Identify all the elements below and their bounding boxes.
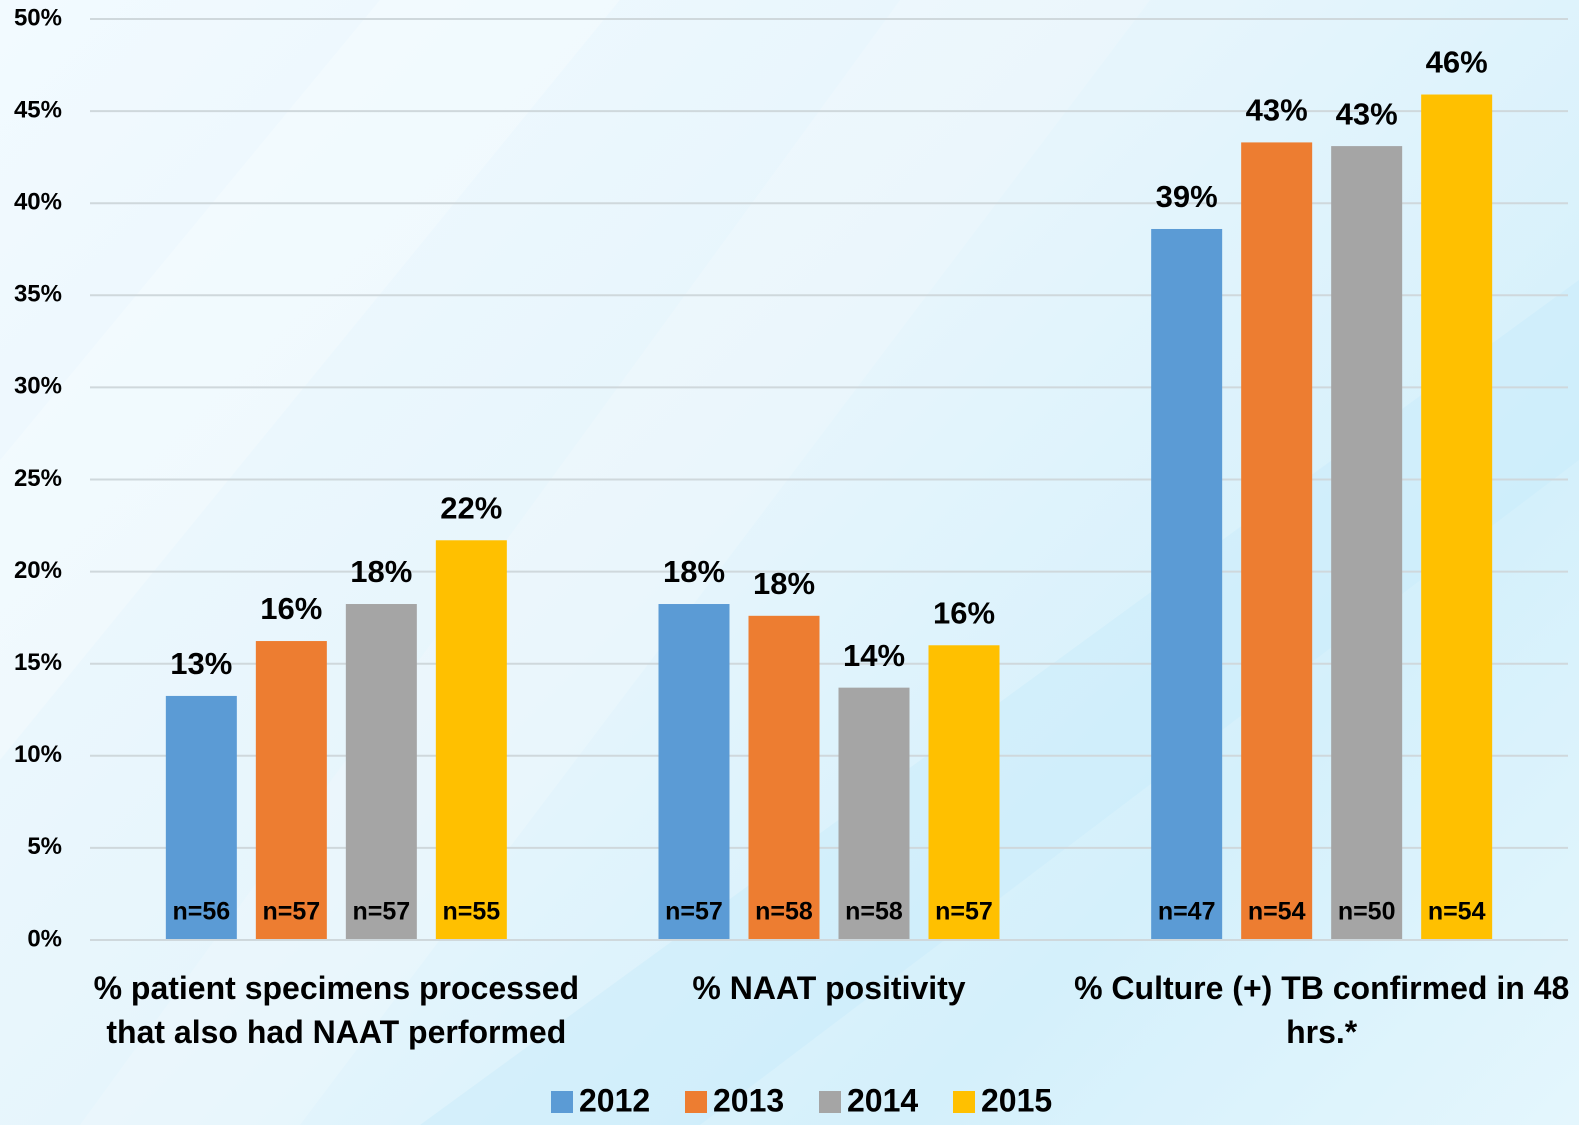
value-label: 14% (843, 638, 905, 673)
bar (658, 604, 730, 940)
value-label: 16% (260, 591, 322, 626)
n-label: n=57 (352, 898, 410, 926)
value-label: 16% (933, 595, 995, 630)
n-label: n=58 (755, 898, 813, 926)
y-tick-label: 20% (14, 557, 62, 584)
legend-label: 2013 (713, 1082, 784, 1118)
y-tick-label: 40% (14, 189, 62, 216)
legend-label: 2014 (847, 1082, 918, 1118)
y-tick-label: 45% (14, 96, 62, 123)
n-label: n=47 (1158, 898, 1216, 926)
legend-swatch (953, 1091, 975, 1113)
value-label: 39% (1156, 179, 1218, 214)
legend-label: 2012 (579, 1082, 650, 1118)
y-tick-label: 5% (27, 833, 62, 860)
y-tick-label: 25% (14, 465, 62, 492)
bar (1421, 94, 1493, 941)
value-label: 13% (170, 646, 232, 681)
value-label: 43% (1336, 96, 1398, 131)
bar (928, 645, 1000, 940)
n-label: n=57 (665, 898, 723, 926)
x-tick-label: % patient specimens processed that also … (93, 970, 580, 1050)
bar (345, 604, 417, 940)
n-label: n=54 (1248, 898, 1306, 926)
value-label: 18% (350, 554, 412, 589)
y-tick-label: 35% (14, 281, 62, 308)
y-tick-label: 10% (14, 741, 62, 768)
value-label: 18% (663, 554, 725, 589)
n-label: n=57 (935, 898, 993, 926)
bar (1241, 142, 1313, 940)
bar (1151, 228, 1223, 940)
background-streak (80, 0, 1150, 1125)
y-tick-label: 50% (14, 4, 62, 31)
bar (435, 540, 507, 940)
background-streak (0, 0, 620, 760)
bar (838, 687, 910, 940)
n-label: n=55 (442, 898, 500, 926)
y-tick-label: 0% (27, 925, 62, 952)
n-label: n=50 (1338, 898, 1396, 926)
n-label: n=57 (262, 898, 320, 926)
y-tick-label: 30% (14, 373, 62, 400)
bar (165, 695, 237, 940)
legend-swatch (551, 1091, 573, 1113)
n-label: n=58 (845, 898, 903, 926)
bar (1331, 146, 1403, 940)
value-label: 22% (440, 490, 502, 525)
n-label: n=54 (1428, 898, 1486, 926)
value-label: 43% (1246, 93, 1308, 128)
legend-label: 2015 (981, 1082, 1052, 1118)
value-label: 18% (753, 566, 815, 601)
x-tick-label: % NAAT positivity (692, 970, 966, 1006)
x-tick-label: % Culture (+) TB confirmed in 48 hrs.* (1074, 970, 1570, 1050)
y-tick-label: 15% (14, 649, 62, 676)
n-label: n=56 (172, 898, 230, 926)
legend-swatch (819, 1091, 841, 1113)
bar (748, 615, 820, 940)
bar (255, 641, 327, 940)
legend-swatch (685, 1091, 707, 1113)
value-label: 46% (1426, 45, 1488, 80)
